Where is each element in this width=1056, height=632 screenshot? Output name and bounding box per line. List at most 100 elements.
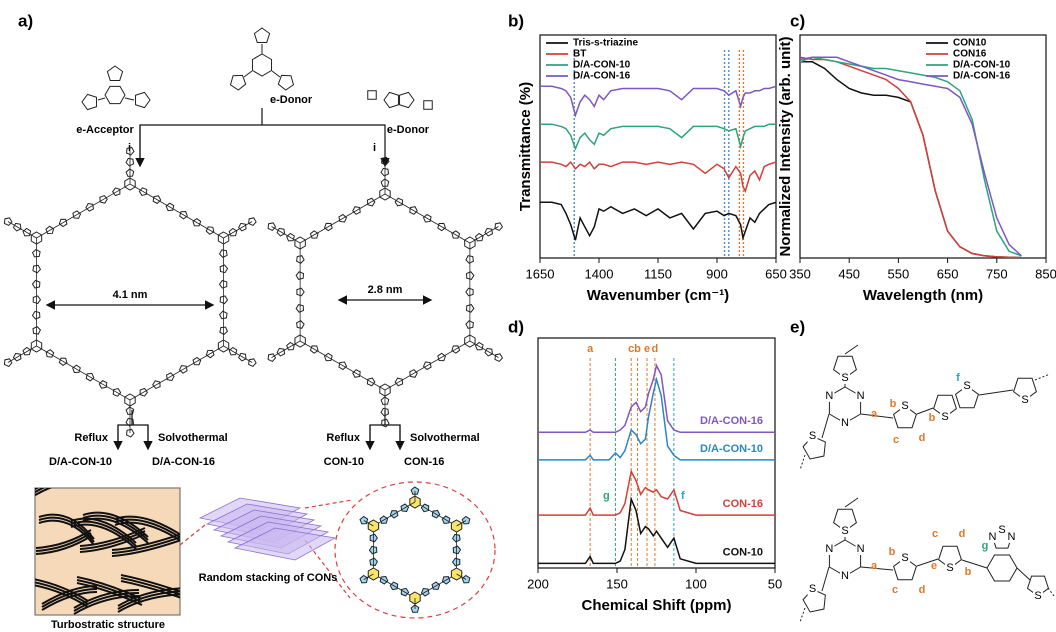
bond bbox=[271, 226, 301, 244]
atom: S bbox=[998, 524, 1005, 536]
ring bbox=[58, 357, 68, 367]
bond bbox=[363, 520, 374, 527]
panel-label: b) bbox=[508, 11, 524, 30]
label: CON-10 bbox=[324, 456, 364, 468]
label: i bbox=[373, 142, 376, 154]
ring bbox=[152, 195, 162, 204]
ring bbox=[394, 377, 404, 387]
atom: S bbox=[841, 372, 848, 384]
label: 2.8 nm bbox=[368, 284, 403, 296]
ring bbox=[367, 90, 377, 100]
atom: S bbox=[809, 583, 816, 595]
ring bbox=[352, 369, 361, 378]
bond bbox=[961, 559, 988, 569]
ring bbox=[219, 326, 229, 336]
atom-bg bbox=[1033, 590, 1043, 602]
ring bbox=[276, 227, 286, 237]
ring bbox=[380, 167, 390, 177]
position-label: d bbox=[959, 528, 966, 540]
x-tick-label: 100 bbox=[685, 576, 707, 591]
ring bbox=[45, 349, 55, 358]
x-tick-label: 650 bbox=[765, 266, 787, 281]
label: Random stacking of CONs bbox=[199, 572, 338, 584]
x-tick-label: 850 bbox=[1035, 266, 1056, 281]
bond bbox=[36, 345, 131, 401]
atom: S bbox=[1034, 590, 1041, 602]
ring bbox=[309, 230, 319, 239]
layer bbox=[38, 519, 95, 546]
x-tick-label: 50 bbox=[768, 576, 782, 591]
ring bbox=[218, 310, 228, 320]
ring bbox=[892, 405, 918, 429]
ring bbox=[58, 218, 68, 228]
bond bbox=[373, 501, 416, 527]
layer bbox=[38, 513, 95, 540]
series-label: CON-10 bbox=[723, 546, 763, 558]
bracket bbox=[139, 124, 390, 168]
series-line bbox=[538, 363, 775, 434]
ring bbox=[124, 177, 136, 191]
ring bbox=[85, 202, 94, 212]
layer bbox=[38, 516, 95, 543]
bond bbox=[456, 520, 467, 527]
bond bbox=[860, 566, 894, 571]
layer bbox=[82, 517, 149, 544]
bond bbox=[363, 573, 374, 580]
layer bbox=[41, 585, 98, 605]
atom: S bbox=[901, 400, 908, 412]
label: Turbostratic structure bbox=[51, 619, 165, 631]
ring bbox=[461, 515, 471, 525]
bond bbox=[978, 389, 1014, 396]
ring bbox=[152, 380, 161, 390]
atom-bg bbox=[940, 411, 950, 423]
ring bbox=[474, 232, 484, 242]
series-label: D/A-CON-16 bbox=[700, 415, 763, 427]
label: e-Donor bbox=[270, 94, 313, 106]
x-tick-label: 550 bbox=[888, 266, 910, 281]
x-tick-label: 1650 bbox=[526, 266, 555, 281]
bond bbox=[7, 221, 37, 239]
ring bbox=[832, 355, 858, 379]
ring bbox=[32, 326, 42, 335]
ring bbox=[484, 347, 494, 357]
ring bbox=[394, 197, 404, 207]
ring bbox=[12, 222, 22, 232]
x-tick-label: 200 bbox=[527, 576, 549, 591]
label: CON-16 bbox=[404, 456, 444, 468]
layer bbox=[41, 591, 98, 611]
bond bbox=[373, 573, 416, 599]
bond bbox=[860, 413, 894, 419]
position-label: a bbox=[871, 560, 878, 572]
ring bbox=[229, 74, 247, 91]
ring bbox=[192, 217, 202, 227]
bond bbox=[821, 413, 830, 439]
series-line bbox=[540, 85, 776, 118]
x-tick-label: 150 bbox=[606, 576, 628, 591]
layer bbox=[117, 590, 180, 610]
ring bbox=[3, 217, 13, 227]
atom-bg bbox=[855, 390, 866, 402]
ring bbox=[451, 345, 461, 354]
ring bbox=[1026, 575, 1050, 597]
ring bbox=[205, 349, 215, 359]
position-label: c bbox=[932, 528, 938, 540]
ring bbox=[22, 227, 32, 237]
ring bbox=[465, 320, 474, 329]
ring bbox=[465, 304, 475, 313]
ring bbox=[366, 197, 376, 207]
ring bbox=[179, 211, 188, 220]
atom: S bbox=[941, 411, 948, 423]
ring bbox=[125, 417, 135, 427]
bond bbox=[469, 226, 499, 244]
atom-bg bbox=[1006, 530, 1017, 543]
atom: N bbox=[1008, 531, 1016, 543]
ring bbox=[31, 248, 41, 258]
connector bbox=[304, 499, 353, 509]
label: 4.1 nm bbox=[113, 289, 148, 301]
ring bbox=[104, 85, 126, 105]
atom-bg bbox=[1020, 394, 1030, 406]
ring bbox=[352, 206, 361, 215]
ring bbox=[423, 100, 433, 110]
plot-frame bbox=[799, 34, 1047, 259]
